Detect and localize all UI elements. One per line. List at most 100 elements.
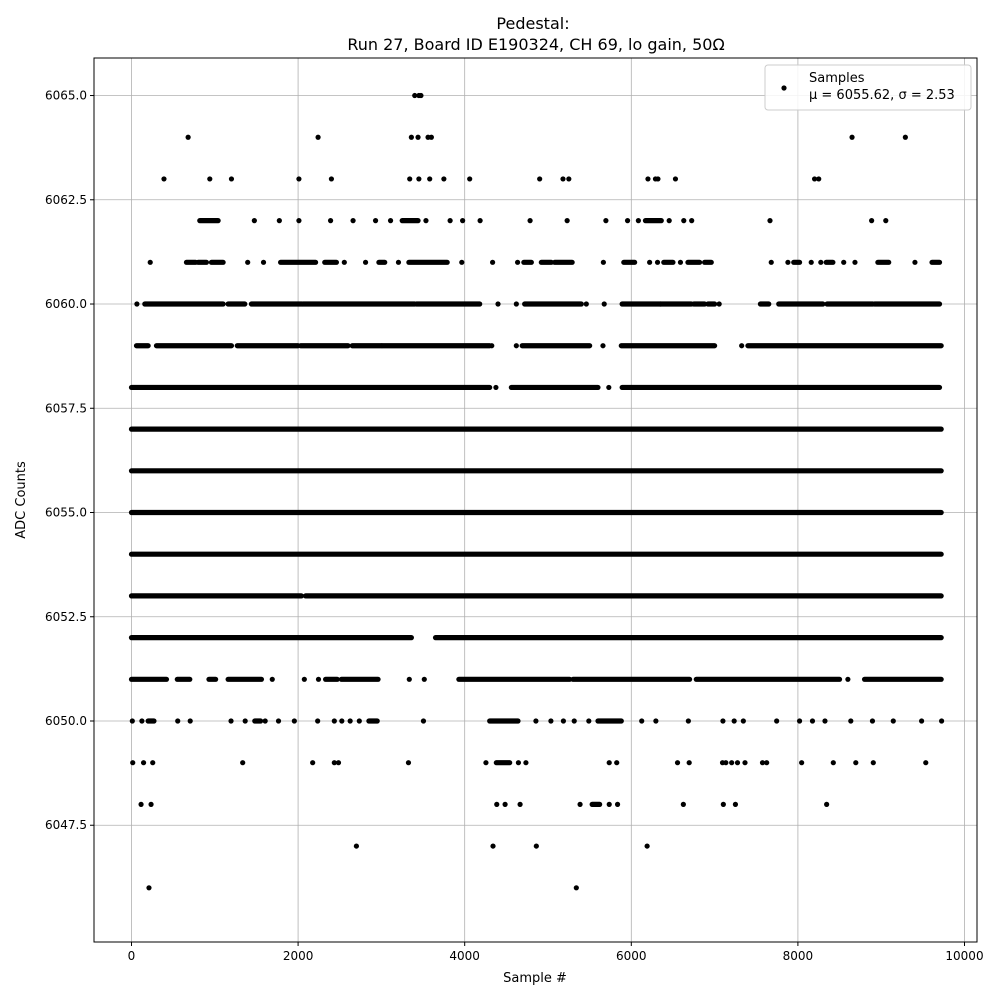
data-point [513,343,519,349]
data-point [146,885,152,891]
x-tick-label: 6000 [616,949,647,963]
data-point [614,760,620,766]
data-point [742,760,748,766]
data-point [129,718,135,724]
data-point [228,176,235,182]
data-point [315,134,321,140]
data-point [477,218,483,224]
data-point [923,760,929,766]
data-point [328,176,335,182]
data-point [372,218,379,224]
data-point [275,718,282,724]
data-point [406,676,412,682]
data-point [674,760,681,766]
data-point [768,259,774,265]
data-point [583,301,589,307]
data-point [356,718,362,724]
x-tick-label: 8000 [783,949,814,963]
data-point [852,259,858,265]
data-point [853,760,859,766]
data-point [830,760,836,766]
data-point [647,259,653,265]
data-point [228,718,234,724]
data-point [301,676,307,682]
data-point [603,218,609,224]
data-point [655,176,661,182]
data-point [495,301,501,307]
data-point [685,718,691,724]
x-tick-label: 2000 [283,949,314,963]
data-point [716,301,722,307]
data-point [185,134,191,140]
y-tick-label: 6047.5 [45,818,87,832]
data-point [606,384,612,391]
data-point [331,718,337,724]
data-point [296,218,302,224]
data-point [407,176,413,182]
data-point [130,760,136,766]
data-point [415,134,421,140]
data-point [420,718,427,724]
data-point [912,259,918,265]
data-point [639,718,645,724]
data-point [841,259,847,265]
y-axis-label: ADC Counts [14,461,29,539]
data-point [362,259,369,265]
data-point [818,259,824,265]
data-point [502,801,508,807]
data-point [635,218,641,224]
data-point [740,718,746,724]
data-point [291,718,297,724]
data-point [537,176,543,182]
data-point [517,801,523,807]
data-point [848,718,854,724]
x-tick-label: 10000 [945,949,983,963]
data-point [428,134,434,140]
data-point [548,718,554,724]
data-point [681,218,687,224]
data-point [734,760,741,766]
data-point [134,301,140,307]
y-tick-label: 6055.0 [45,506,87,520]
data-point [680,801,686,807]
data-point [849,134,855,140]
data-point [566,176,572,182]
data-point [845,676,851,682]
data-point [689,218,695,224]
data-point [816,176,822,182]
data-point [515,760,522,766]
data-point [242,718,248,724]
data-point [809,718,816,724]
data-point [260,259,267,265]
data-point [869,218,875,224]
data-point [467,176,473,182]
data-point [645,176,651,182]
data-point [533,718,539,724]
data-point [677,259,684,265]
data-point [890,718,896,724]
data-point [207,176,213,182]
data-point [395,259,402,265]
data-point [490,843,496,849]
data-point [764,760,770,766]
data-point [489,259,496,265]
data-point [624,218,631,224]
data-point [564,218,570,224]
x-tick-label: 0 [128,949,136,963]
data-point [573,885,579,891]
data-point [672,176,679,182]
data-point [870,760,876,766]
data-point [560,176,566,182]
data-point [441,176,447,182]
legend-box [764,64,972,111]
data-point [427,176,433,182]
data-point [493,384,499,391]
data-point [601,301,607,307]
x-axis-ticks: 0 2000 4000 6000 8000 10000 [128,942,984,963]
data-point [774,718,780,724]
data-point [447,218,453,224]
data-point [720,718,726,724]
y-tick-label: 6052.5 [45,610,87,624]
data-point [919,718,925,724]
